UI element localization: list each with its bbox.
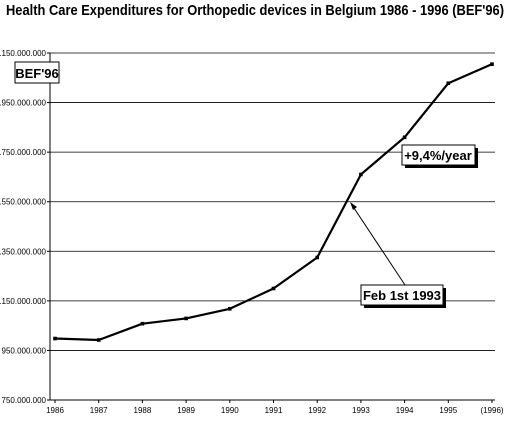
y-tick-label: 1.550.000.000 [0, 198, 47, 207]
x-tick-label: 1986 [46, 406, 64, 415]
data-point [271, 286, 276, 291]
event-arrow-line [351, 204, 406, 286]
data-point [140, 321, 145, 326]
growth-annotation-box [401, 144, 476, 166]
y-tick-label: 1.950.000.000 [0, 99, 47, 108]
data-point [96, 338, 101, 342]
x-tick-label: 1994 [396, 406, 414, 415]
event-annotation: Feb 1st 1993 [350, 202, 446, 308]
y-tick-label: 750.000.000 [2, 396, 47, 405]
y-tick-label: 1.750.000.000 [0, 148, 47, 157]
data-point [490, 62, 494, 66]
chart-title: Health Care Expenditures for Orthopedic … [6, 2, 504, 19]
y-axis-tick-labels: 750.000.000 950.000.000 1.150.000.000 1.350… [0, 49, 50, 405]
x-axis-tick-labels: 1986 1987 1988 1989 1990 1991 1992 1993 1994 1995… [46, 400, 504, 415]
x-tick-label: 1987 [90, 406, 108, 415]
y-tick-label: 1.150.000.000 [0, 297, 47, 306]
event-arrow-head [350, 202, 357, 210]
data-point [402, 135, 407, 140]
y-tick-label: 950.000.000 [2, 346, 47, 355]
gridlines [50, 52, 495, 351]
x-tick-label: (1996) [480, 406, 503, 415]
growth-annotation-text: +9,4%/year [404, 148, 472, 163]
event-annotation-box [360, 284, 444, 306]
x-tick-label: 1988 [134, 406, 152, 415]
x-tick-label: 1993 [352, 406, 370, 415]
data-point [315, 255, 319, 260]
unit-label-text: BEF'96 [15, 66, 59, 81]
x-tick-label: 1995 [439, 406, 457, 415]
y-tick-label: 2.150.000.000 [0, 49, 47, 58]
series-layer [53, 62, 494, 342]
x-tick-label: 1989 [177, 406, 195, 415]
y-tick-label: 1.350.000.000 [0, 247, 47, 256]
data-point [184, 316, 188, 321]
data-point [228, 306, 232, 311]
data-point [359, 172, 363, 177]
x-tick-label: 1992 [308, 406, 326, 415]
event-annotation-text: Feb 1st 1993 [363, 288, 441, 303]
x-tick-label: 1990 [221, 406, 239, 415]
unit-label: BEF'96 [14, 61, 60, 84]
x-tick-label: 1991 [265, 406, 283, 415]
data-point [53, 336, 57, 341]
unit-label-box [14, 61, 60, 84]
data-point [446, 81, 451, 86]
growth-annotation: +9,4%/year [401, 144, 478, 168]
